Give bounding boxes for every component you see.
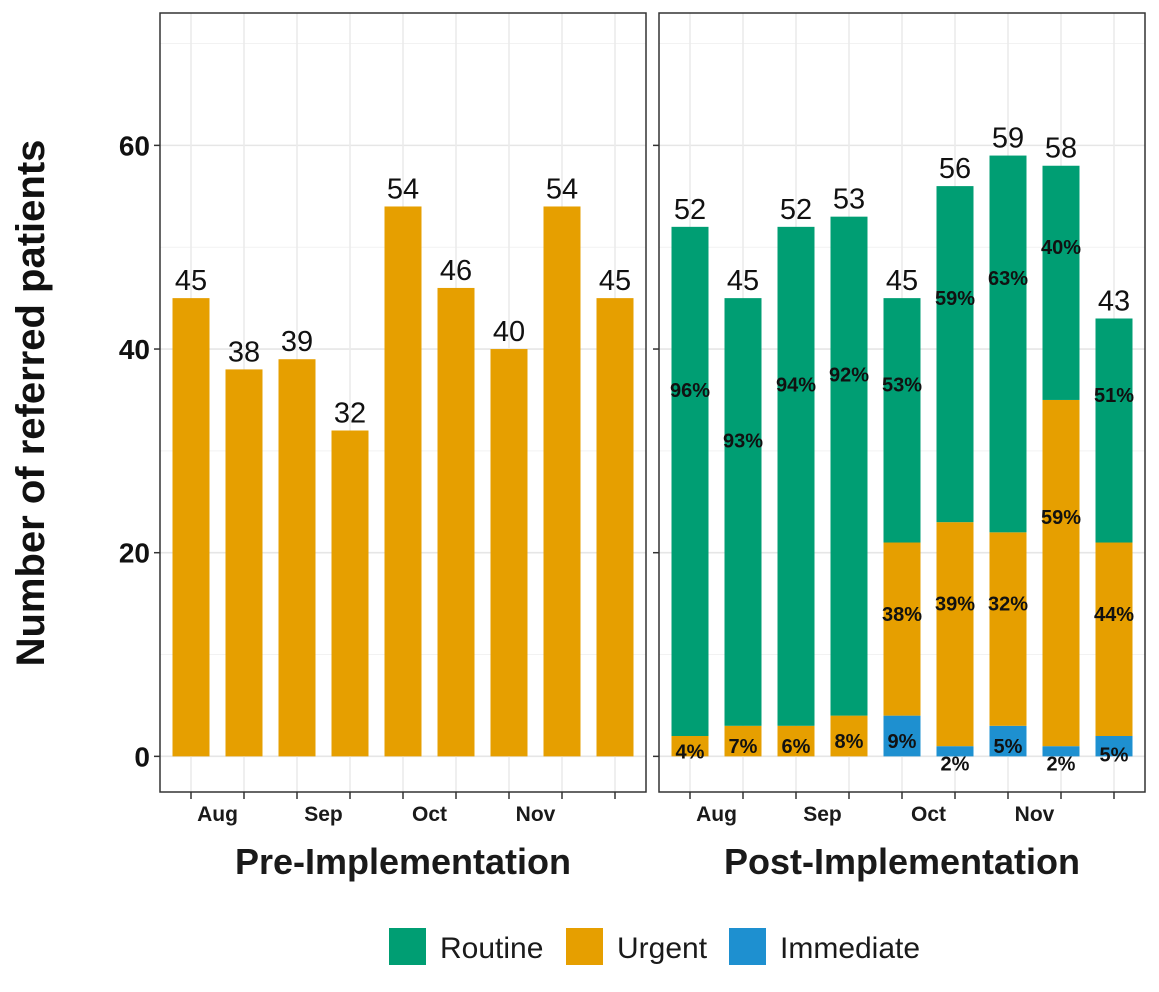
bar-segment-urgent [830,715,868,757]
panel-pre-implementation: 45 38 39 32 54 46 40 54 45 Aug Sep Oct Nov [154,12,647,826]
bar-total-label: 45 [727,265,759,297]
y-tick-label: 0 [134,741,150,772]
legend-label-immediate: Immediate [780,932,920,965]
bar-segment-urgent [437,287,475,757]
percent-label: 4% [676,741,705,763]
panel-title-post-implementation: Post-Implementation [724,841,1080,882]
legend-swatch-immediate [729,928,766,965]
bar-segment-urgent [596,298,634,757]
percent-label: 2% [1047,753,1076,775]
x-tick-label: Oct [911,803,946,826]
bar-segment-urgent [331,430,369,757]
percent-label: 8% [835,731,864,753]
percent-label: 63% [988,268,1028,290]
bar-segment-routine [1042,165,1080,400]
percent-label: 5% [1100,744,1129,766]
bar-total-label: 32 [334,398,366,430]
bar-total-label: 54 [387,173,419,205]
bar-total-label: 54 [546,173,578,205]
x-tick-label: Nov [516,803,556,826]
bar-segment-immediate [1095,735,1133,757]
percent-label: 38% [882,604,922,626]
bar-total-label: 59 [992,123,1024,155]
percent-label: 2% [941,753,970,775]
x-tick-label: Aug [696,803,737,826]
panel-title-pre-implementation: Pre-Implementation [235,841,571,882]
percent-label: 59% [935,288,975,310]
bar-segment-immediate [989,725,1027,757]
legend: Routine Urgent Immediate [389,928,920,965]
legend-label-urgent: Urgent [617,932,708,965]
bar-segment-immediate [1042,746,1080,757]
percent-label: 40% [1041,237,1081,259]
x-tick-label: Sep [304,803,343,826]
bar-segment-urgent [278,359,316,757]
y-tick-label: 60 [119,130,150,161]
percent-label: 5% [994,736,1023,758]
bar-total-label: 52 [780,194,812,226]
bar-segment-urgent [883,542,921,716]
y-tick-label: 20 [119,538,150,569]
bar-segment-urgent [989,532,1027,726]
bar-segment-urgent [490,349,528,757]
bar-total-label: 43 [1098,285,1130,317]
y-tick-labels: 0 20 40 60 [119,130,150,772]
bar-total-label: 56 [939,153,971,185]
percent-label: 93% [723,431,763,453]
bar-segment-routine [724,298,762,726]
bar-total-label: 46 [440,255,472,287]
bar-segment-urgent [384,206,422,757]
bar-total-label: 45 [599,265,631,297]
bar-segment-urgent [1095,542,1133,736]
bar-segment-routine [1095,318,1133,543]
bar-total-label: 53 [833,184,865,216]
percent-label: 51% [1094,385,1134,407]
bar-segment-routine [936,186,974,523]
bar-segment-urgent [543,206,581,757]
percent-label: 6% [782,736,811,758]
bar-total-label: 45 [886,265,918,297]
percent-label: 32% [988,594,1028,616]
legend-swatch-urgent [566,928,603,965]
y-axis-title: Number of referred patients [9,140,53,667]
bar-segment-urgent [936,522,974,747]
bar-segment-routine [883,298,921,543]
percent-label: 39% [935,594,975,616]
bar-segment-routine [989,155,1027,533]
bar-segment-urgent [671,735,709,757]
bar-segment-urgent [1042,399,1080,747]
percent-label: 9% [888,731,917,753]
y-tick-label: 40 [119,334,150,365]
bar-segment-urgent [777,725,815,757]
bar-total-label: 52 [674,194,706,226]
percent-label: 44% [1094,604,1134,626]
x-tick-label: Aug [197,803,238,826]
bar-segment-routine [830,216,868,716]
percent-label: 96% [670,380,710,402]
bar-segment-immediate [883,715,921,757]
panel-post-implementation: 52 45 52 53 45 56 59 58 43 96% 4% 93% 7% 94% 6% 92% 8% 53… [653,12,1146,826]
bar-segment-urgent [724,725,762,757]
legend-label-routine: Routine [440,932,543,965]
bar-segment-routine [777,226,815,726]
bar-total-label: 58 [1045,133,1077,165]
legend-swatch-routine [389,928,426,965]
percent-label: 59% [1041,507,1081,529]
bar-segment-urgent [225,369,263,757]
x-tick-label: Nov [1015,803,1055,826]
x-tick-label: Oct [412,803,447,826]
x-tick-label: Sep [803,803,842,826]
percent-label: 94% [776,375,816,397]
bar-segment-routine [671,226,709,736]
bar-total-label: 38 [228,336,260,368]
bar-total-label: 45 [175,265,207,297]
percent-label: 92% [829,364,869,386]
bar-total-label: 40 [493,316,525,348]
percent-label: 53% [882,375,922,397]
bar-segment-urgent [172,298,210,757]
bar-total-label: 39 [281,326,313,358]
percent-label: 7% [729,736,758,758]
bar-segment-immediate [936,746,974,757]
